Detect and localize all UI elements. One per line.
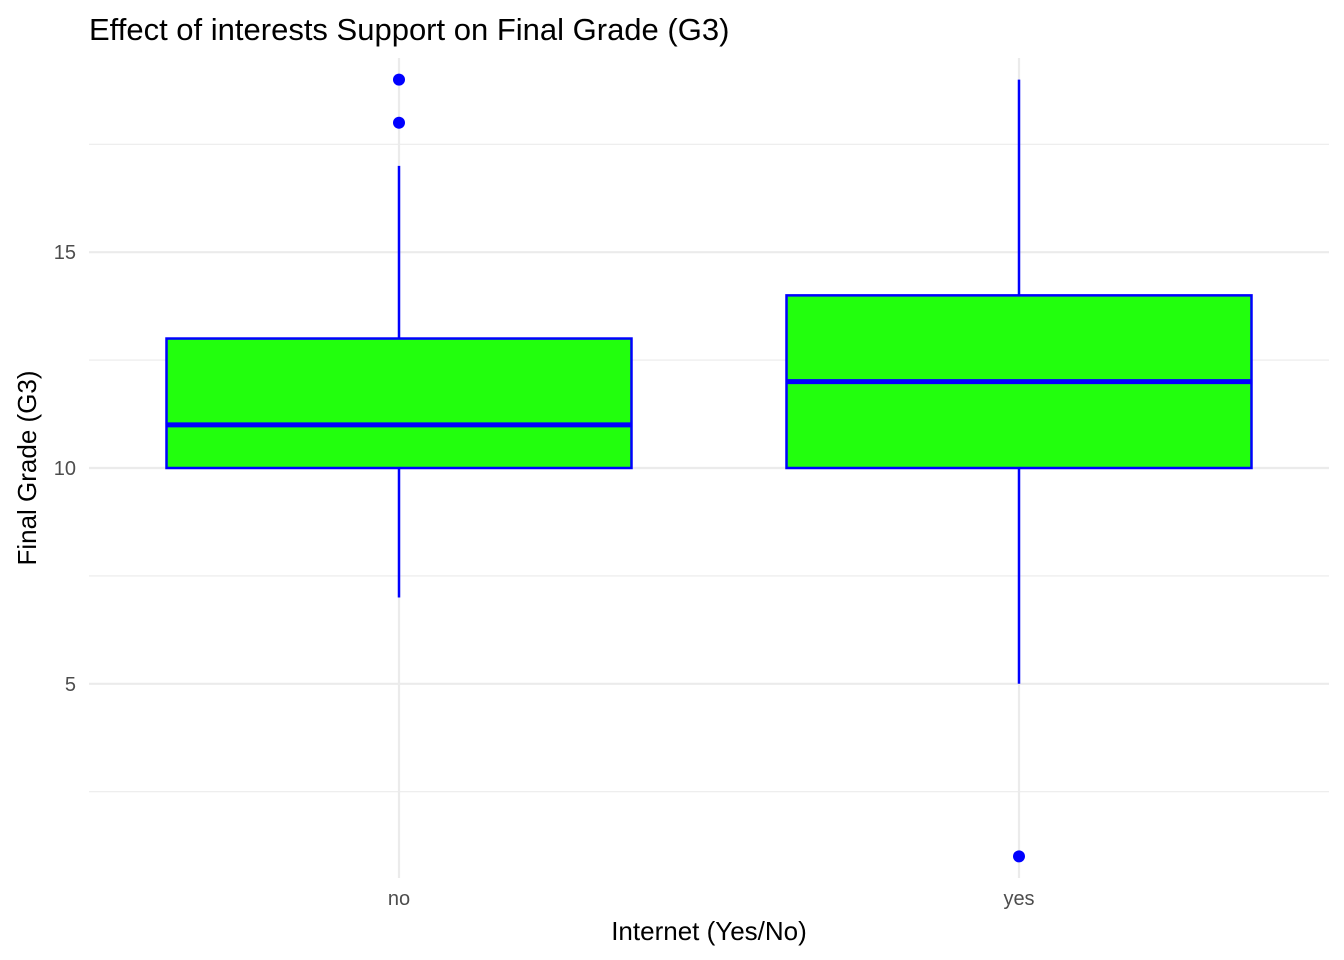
box-body	[165, 337, 633, 470]
y-tick-label: 10	[54, 458, 76, 480]
outlier-point	[1013, 850, 1025, 863]
box-plots	[165, 73, 1253, 863]
y-tick-label: 15	[54, 242, 76, 264]
box-no	[165, 73, 633, 598]
x-axis-title: Internet (Yes/No)	[611, 916, 807, 946]
y-tick-label: 5	[65, 674, 76, 696]
outlier-point	[393, 73, 405, 86]
chart-title: Effect of interests Support on Final Gra…	[89, 12, 729, 47]
box-yes	[785, 79, 1253, 863]
y-axis-title: Final Grade (G3)	[12, 370, 42, 565]
x-tick-label: yes	[1003, 888, 1034, 910]
x-tick-label: no	[388, 888, 410, 910]
outlier-point	[393, 116, 405, 129]
tick-labels: 5 10 15 no yes	[54, 242, 1035, 910]
